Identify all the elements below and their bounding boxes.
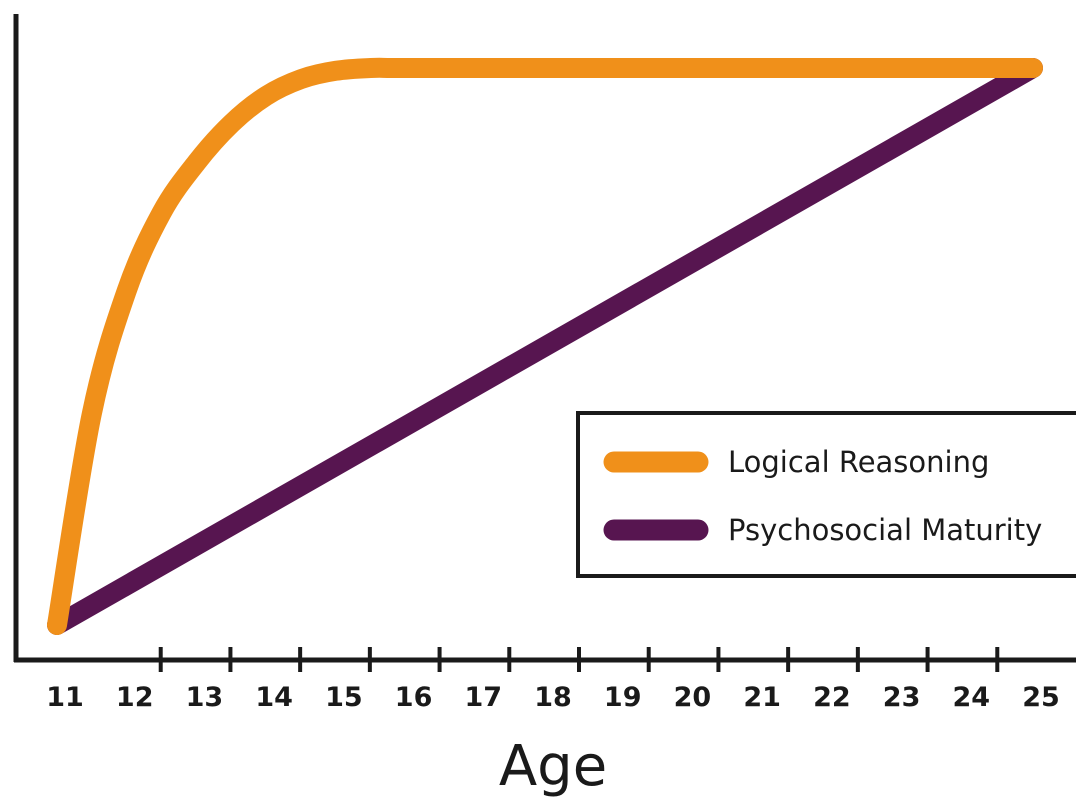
x-tick-label-11: 11 bbox=[46, 682, 84, 713]
x-tick-label-12: 12 bbox=[116, 682, 154, 713]
series-line-logical-reasoning bbox=[47, 57, 1043, 635]
legend-box bbox=[576, 411, 1076, 578]
x-tick-label-16: 16 bbox=[395, 682, 433, 713]
series-line-psychosocial-maturity bbox=[47, 58, 1043, 635]
x-tick-label-15: 15 bbox=[325, 682, 363, 713]
x-tick-label-17: 17 bbox=[464, 682, 502, 713]
x-tick-label-14: 14 bbox=[255, 682, 293, 713]
x-tick-label-19: 19 bbox=[604, 682, 642, 713]
x-tick-label-25: 25 bbox=[1022, 682, 1060, 713]
x-tick-label-21: 21 bbox=[743, 682, 781, 713]
x-tick-label-18: 18 bbox=[534, 682, 572, 713]
x-tick-label-24: 24 bbox=[952, 682, 990, 713]
x-ticks bbox=[158, 647, 1000, 672]
x-tick-label-13: 13 bbox=[186, 682, 224, 713]
x-tick-label-22: 22 bbox=[813, 682, 851, 713]
legend: Logical Reasoning Psychosocial Maturity bbox=[576, 411, 1076, 578]
x-tick-labels: 11 12 13 14 15 16 17 18 19 20 21 22 23 24 25 bbox=[46, 682, 1060, 713]
axes: 11 12 13 14 15 16 17 18 19 20 21 22 23 24 25 Age bbox=[13, 14, 1076, 799]
x-tick-label-20: 20 bbox=[674, 682, 712, 713]
x-axis-title: Age bbox=[499, 734, 607, 799]
legend-label-psychosocial-maturity: Psychosocial Maturity bbox=[728, 513, 1042, 547]
legend-label-logical-reasoning: Logical Reasoning bbox=[728, 445, 989, 479]
x-tick-label-23: 23 bbox=[883, 682, 921, 713]
series-layer bbox=[47, 57, 1043, 635]
